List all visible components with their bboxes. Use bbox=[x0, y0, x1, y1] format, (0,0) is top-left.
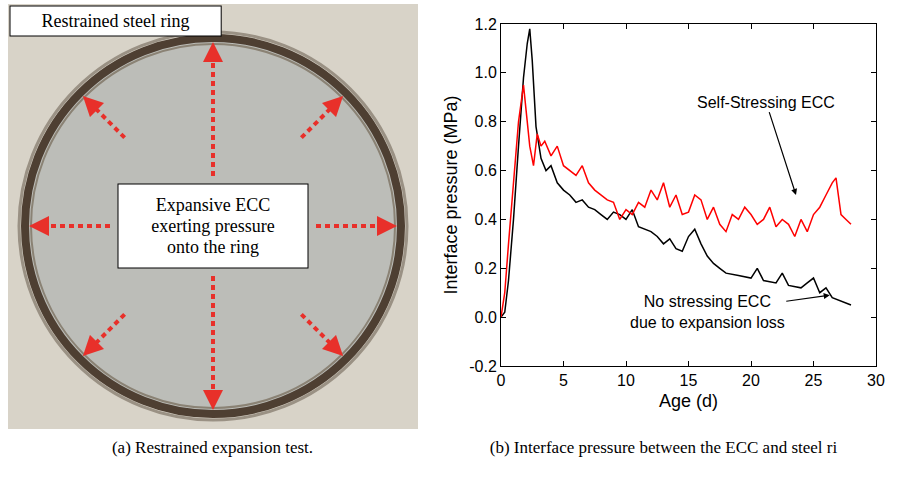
svg-text:Self-Stressing ECC: Self-Stressing ECC bbox=[697, 94, 835, 111]
svg-text:Expansive ECC: Expansive ECC bbox=[156, 195, 271, 215]
svg-text:0.4: 0.4 bbox=[475, 211, 497, 228]
svg-text:20: 20 bbox=[742, 372, 760, 389]
svg-text:No stressing ECCdue to expansi: No stressing ECCdue to expansion loss bbox=[630, 293, 785, 331]
svg-text:25: 25 bbox=[805, 372, 823, 389]
svg-text:0.6: 0.6 bbox=[475, 162, 497, 179]
svg-text:0.0: 0.0 bbox=[475, 309, 497, 326]
svg-text:15: 15 bbox=[680, 372, 698, 389]
svg-text:0.2: 0.2 bbox=[475, 260, 497, 277]
svg-text:10: 10 bbox=[617, 372, 635, 389]
svg-text:onto the ring: onto the ring bbox=[167, 237, 259, 257]
svg-text:Interface pressure (MPa): Interface pressure (MPa) bbox=[441, 95, 461, 294]
svg-text:0: 0 bbox=[497, 372, 506, 389]
svg-text:Age (d): Age (d) bbox=[659, 391, 718, 411]
svg-text:1.0: 1.0 bbox=[475, 64, 497, 81]
svg-text:exerting pressure: exerting pressure bbox=[151, 216, 274, 236]
svg-text:30: 30 bbox=[867, 372, 885, 389]
svg-text:-0.2: -0.2 bbox=[469, 358, 497, 375]
html-text:(b) Interface pressure between: (b) Interface pressure between the ECC a… bbox=[489, 438, 838, 457]
html-text:(a) Restrained expansion test.: (a) Restrained expansion test. bbox=[111, 438, 313, 457]
svg-text:5: 5 bbox=[559, 372, 568, 389]
svg-text:Restrained steel ring: Restrained steel ring bbox=[42, 11, 190, 31]
svg-text:1.2: 1.2 bbox=[475, 16, 497, 33]
svg-text:0.8: 0.8 bbox=[475, 113, 497, 130]
